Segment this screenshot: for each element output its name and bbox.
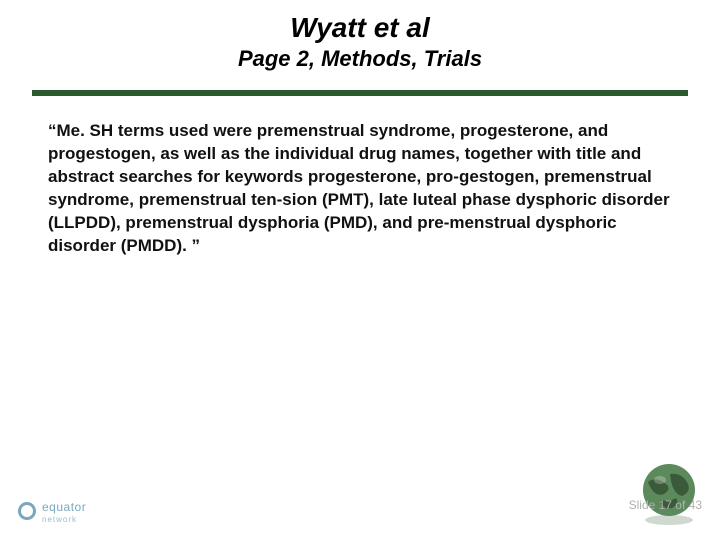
page-number: Slide 17 of 43 bbox=[629, 498, 702, 512]
equator-logo-subtext: network bbox=[42, 515, 86, 524]
title-block: Wyatt et al Page 2, Methods, Trials bbox=[0, 0, 720, 72]
equator-logo-text: equator bbox=[42, 500, 86, 514]
equator-logo: equator network bbox=[18, 498, 86, 524]
body-paragraph: “Me. SH terms used were premenstrual syn… bbox=[48, 120, 672, 258]
title-main: Wyatt et al bbox=[0, 12, 720, 44]
globe-icon bbox=[636, 460, 702, 526]
equator-logo-text-wrap: equator network bbox=[42, 498, 86, 524]
equator-ring-icon bbox=[18, 502, 36, 520]
title-sub: Page 2, Methods, Trials bbox=[0, 46, 720, 72]
title-rule bbox=[32, 90, 688, 96]
slide: Wyatt et al Page 2, Methods, Trials “Me.… bbox=[0, 0, 720, 540]
